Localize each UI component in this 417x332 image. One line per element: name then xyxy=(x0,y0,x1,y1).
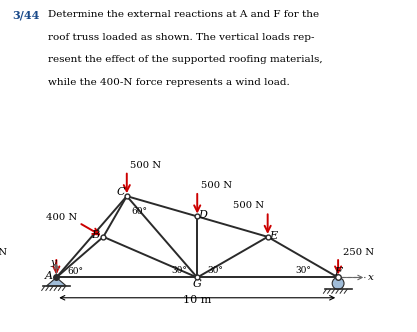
Text: 400 N: 400 N xyxy=(45,212,77,221)
Circle shape xyxy=(332,278,344,289)
Text: 30°: 30° xyxy=(171,266,187,275)
Text: G: G xyxy=(193,279,202,289)
Text: C: C xyxy=(116,187,125,197)
Text: 250 N: 250 N xyxy=(0,248,7,257)
Text: 500 N: 500 N xyxy=(130,161,161,170)
Text: B: B xyxy=(91,229,100,240)
Text: 3/44: 3/44 xyxy=(13,10,40,21)
Text: 30°: 30° xyxy=(295,266,311,275)
Text: 500 N: 500 N xyxy=(233,201,264,210)
Text: F: F xyxy=(334,267,342,278)
Text: while the 400-N force represents a wind load.: while the 400-N force represents a wind … xyxy=(48,78,290,87)
Text: Determine the external reactions at A and F for the: Determine the external reactions at A an… xyxy=(48,10,319,19)
Polygon shape xyxy=(46,278,66,286)
Text: D: D xyxy=(198,210,207,220)
Text: E: E xyxy=(269,231,277,241)
Text: 250 N: 250 N xyxy=(343,248,374,257)
Text: 60°: 60° xyxy=(131,207,148,216)
Text: resent the effect of the supported roofing materials,: resent the effect of the supported roofi… xyxy=(48,55,323,64)
Text: y: y xyxy=(51,258,57,267)
Text: 30°: 30° xyxy=(208,266,224,275)
Text: roof truss loaded as shown. The vertical loads rep-: roof truss loaded as shown. The vertical… xyxy=(48,33,314,42)
Text: 10 m: 10 m xyxy=(183,295,211,305)
Text: A: A xyxy=(45,271,53,281)
Text: 500 N: 500 N xyxy=(201,181,231,190)
Text: 60°: 60° xyxy=(68,267,83,276)
Text: x: x xyxy=(368,273,374,282)
